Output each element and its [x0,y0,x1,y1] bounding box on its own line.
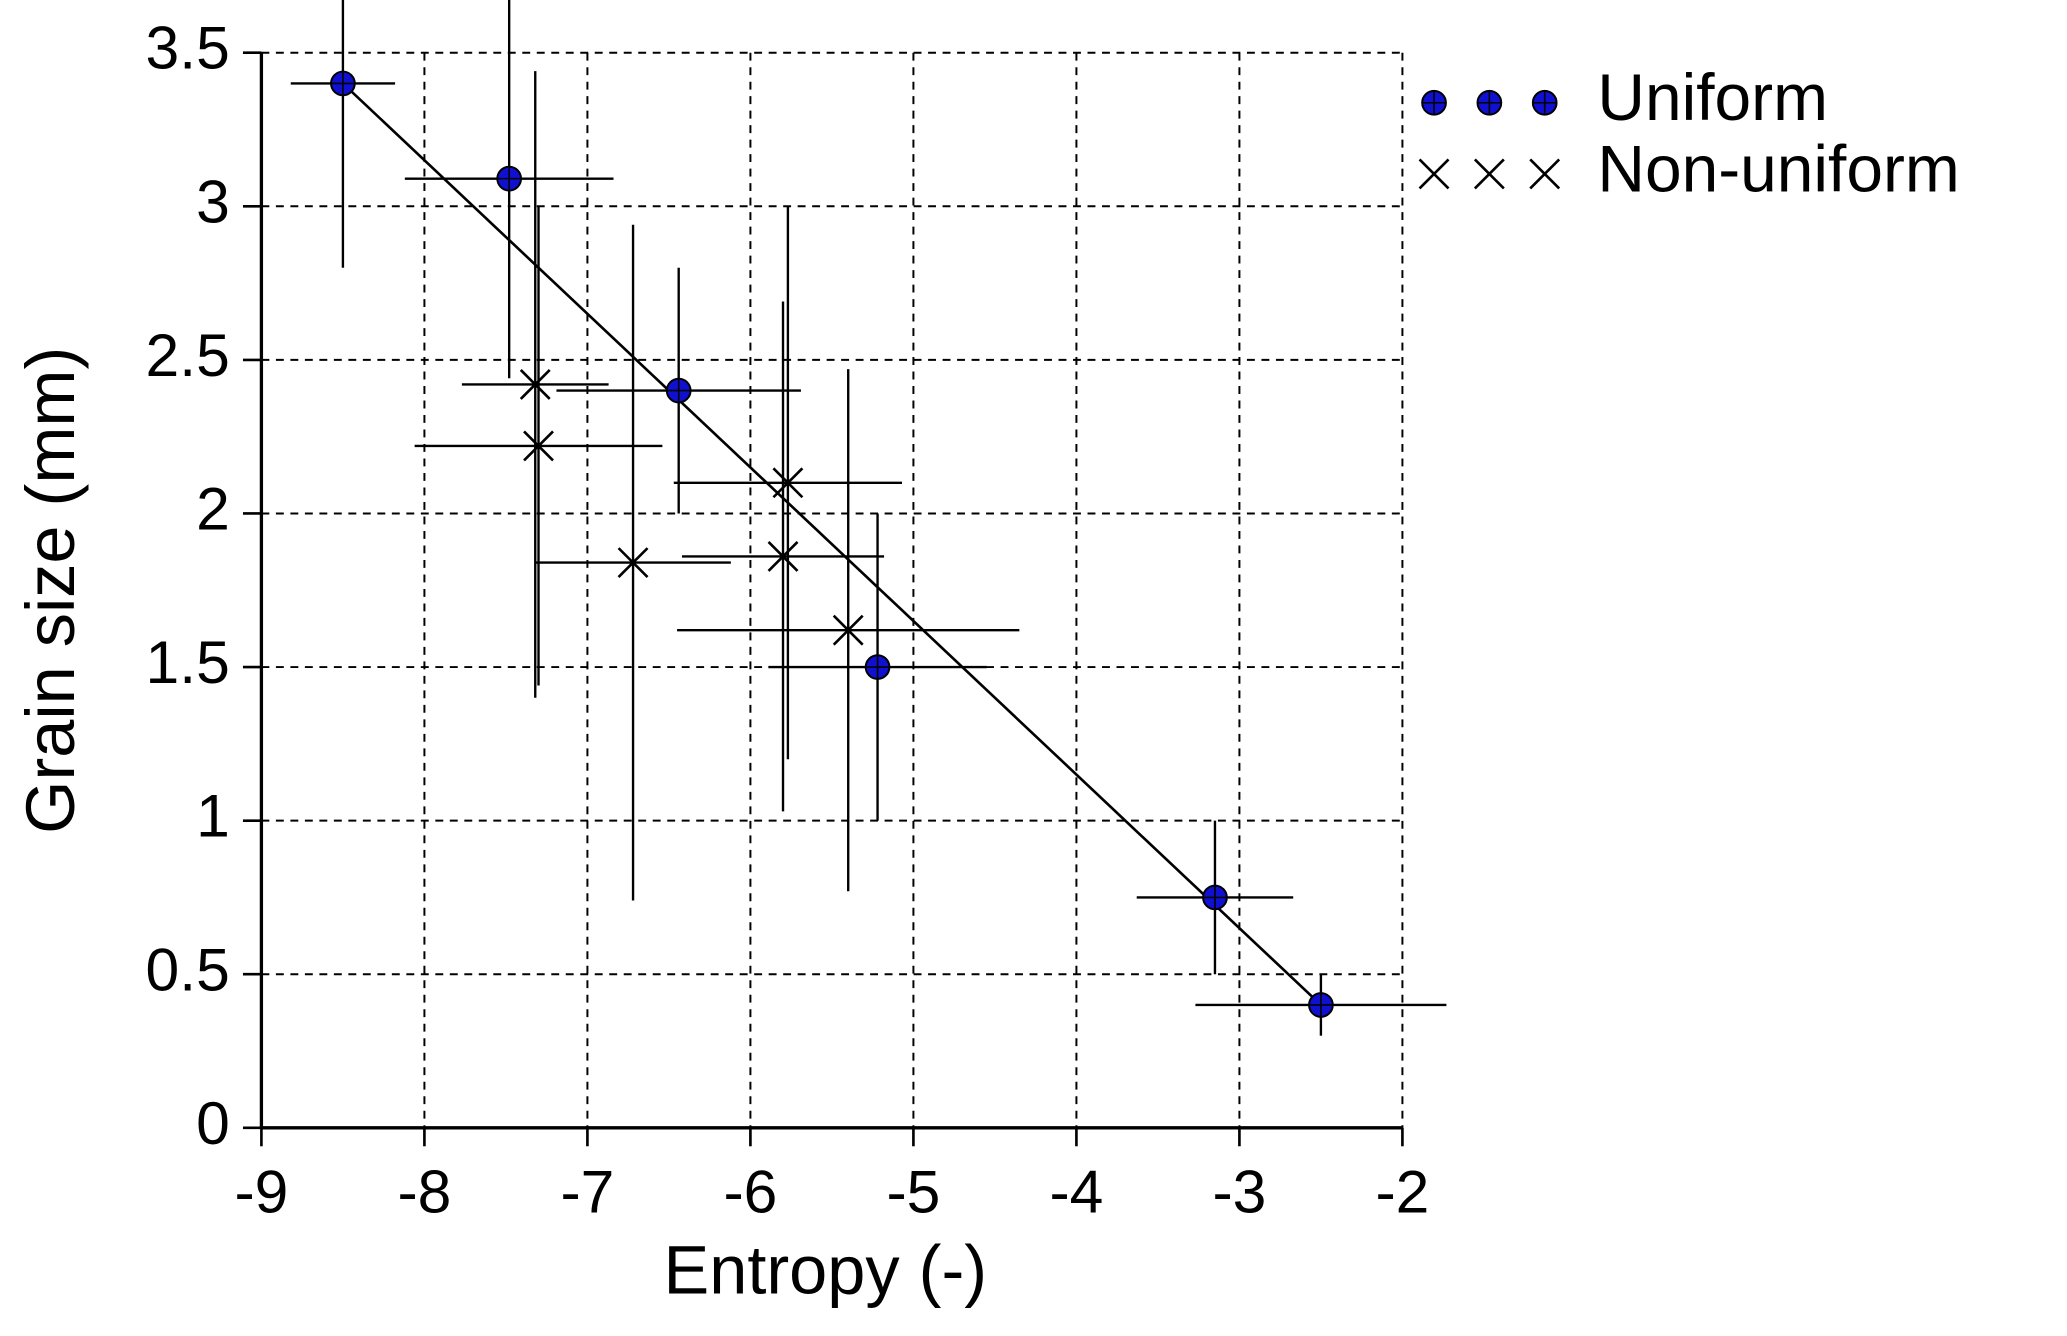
y-tick-label: 1.5 [146,628,230,696]
y-tick-label: 0.5 [146,935,230,1003]
data-point-cross [865,655,890,679]
data-point [617,547,649,579]
legend-label: Non-uniform [1597,131,1959,205]
x-tick-label: -9 [234,1157,288,1225]
data-point-cross [666,378,691,403]
x-tick-label: -6 [723,1157,777,1225]
data-point-cross [1309,993,1333,1017]
y-tick-label: 3 [196,167,230,235]
y-tick-label: 2.5 [146,321,230,389]
data-point [772,467,804,499]
y-tick-label: 3.5 [146,14,230,82]
legend-marker [1473,158,1505,190]
x-axis-label: Entropy (-) [664,1231,988,1308]
data-point-cross [497,166,522,191]
data-point [523,430,554,462]
y-tick-label: 0 [196,1089,230,1157]
legend-marker [1529,158,1561,190]
x-tick-label: -7 [560,1157,614,1225]
legend-marker-cross [1477,90,1502,115]
legend-marker [1418,158,1450,190]
legend-label: Uniform [1597,60,1828,134]
x-tick-label: -2 [1375,1157,1429,1225]
data-point [767,541,799,572]
y-axis-label: Grain size (mm) [12,347,89,834]
data-point-cross [1203,885,1227,910]
x-tick-label: -4 [1049,1157,1103,1225]
data-point [519,369,551,400]
x-tick-label: -8 [397,1157,451,1225]
legend-marker-cross [1422,90,1446,115]
legend-marker-cross [1532,90,1557,115]
data-point-cross [331,71,355,96]
x-tick-label: -3 [1212,1157,1266,1225]
y-tick-label: 1 [196,782,230,850]
y-tick-label: 2 [196,474,230,542]
data-point [832,614,864,646]
x-tick-label: -5 [886,1157,940,1225]
fit-line [342,82,1322,1006]
